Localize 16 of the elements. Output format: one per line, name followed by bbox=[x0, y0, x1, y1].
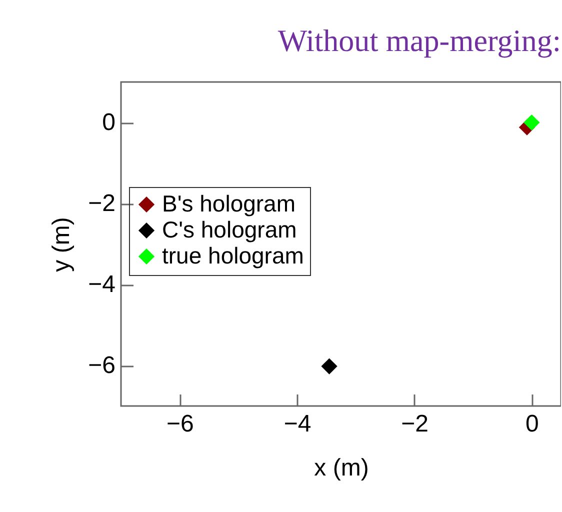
legend-label: true hologram bbox=[162, 242, 304, 268]
x-tick-label: −6 bbox=[166, 410, 194, 438]
x-tick-label: 0 bbox=[525, 410, 539, 438]
y-tick-label: 0 bbox=[102, 109, 116, 136]
y-tick-label: −2 bbox=[88, 190, 116, 217]
point bbox=[524, 114, 540, 131]
x-axis-title: x (m) bbox=[314, 454, 369, 482]
legend-label: C's hologram bbox=[162, 216, 297, 242]
legend-label: B's hologram bbox=[162, 190, 296, 216]
y-axis-title: y (m) bbox=[48, 217, 76, 272]
x-tick-label: −4 bbox=[284, 410, 312, 438]
chart-title: Without map-merging: bbox=[278, 23, 561, 58]
x-tick-label: −2 bbox=[401, 410, 429, 438]
point bbox=[321, 358, 338, 374]
y-tick-label: −4 bbox=[88, 271, 116, 298]
y-tick-label: −6 bbox=[88, 352, 116, 379]
